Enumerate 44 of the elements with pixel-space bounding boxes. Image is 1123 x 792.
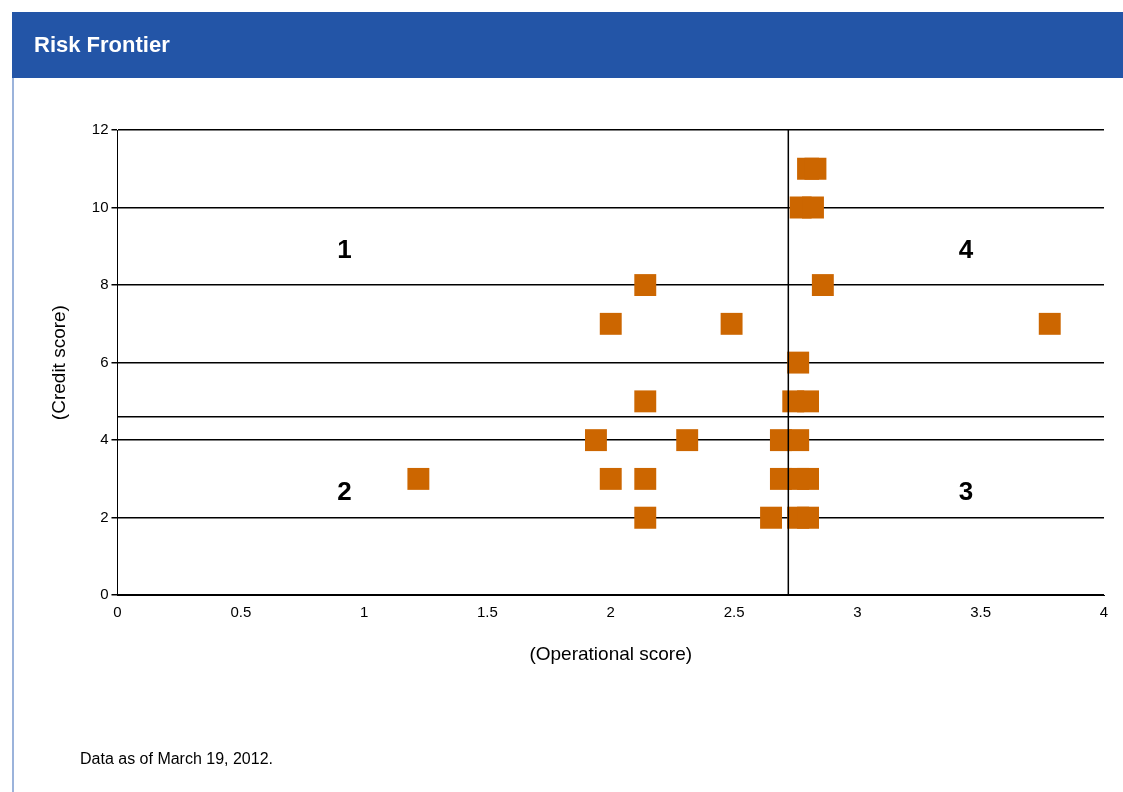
y-tick-label: 10 <box>91 197 109 215</box>
point <box>634 467 657 490</box>
point <box>802 196 824 219</box>
point <box>1038 312 1061 335</box>
point <box>599 312 622 335</box>
point <box>599 467 622 490</box>
chart-title: Risk Frontier <box>12 12 1123 78</box>
point <box>787 351 810 374</box>
point <box>634 506 657 529</box>
x-tick-label: 0 <box>113 603 122 621</box>
y-tick-label: 6 <box>100 352 109 370</box>
y-tick-label: 8 <box>100 275 109 293</box>
point <box>797 390 820 413</box>
x-tick-label: 2 <box>606 603 615 621</box>
annotation: 3 <box>958 476 974 507</box>
y-axis-title: (Credit score) <box>47 305 69 421</box>
x-tick-label: 4 <box>1099 603 1109 621</box>
x-tick-label: 3.5 <box>970 603 992 621</box>
x-tick-label: 3 <box>853 603 862 621</box>
x-tick-label: 2.5 <box>723 603 745 621</box>
point <box>407 467 430 490</box>
x-tick-label: 0.5 <box>230 603 252 621</box>
annotation: 4 <box>958 234 974 265</box>
x-tick-label: 1 <box>359 603 369 621</box>
point <box>797 467 820 490</box>
y-tick-label: 4 <box>100 430 109 448</box>
point <box>760 506 783 529</box>
point <box>797 506 820 529</box>
y-tick-label: 0 <box>100 585 109 603</box>
point <box>811 274 834 297</box>
x-axis-title: (Operational score) <box>529 642 693 664</box>
text: Data as of March 19, 2012. <box>80 750 273 768</box>
annotation: 1 <box>337 234 352 265</box>
x-tick-label: 1.5 <box>477 603 498 621</box>
point <box>676 429 699 452</box>
point <box>720 312 743 335</box>
y-tick-label: 2 <box>100 507 109 525</box>
point <box>584 429 607 452</box>
y-tick-label: 12 <box>91 120 109 138</box>
point <box>804 157 827 180</box>
point <box>634 274 657 297</box>
point <box>634 390 657 413</box>
point <box>787 429 810 452</box>
annotation: 2 <box>337 476 352 507</box>
